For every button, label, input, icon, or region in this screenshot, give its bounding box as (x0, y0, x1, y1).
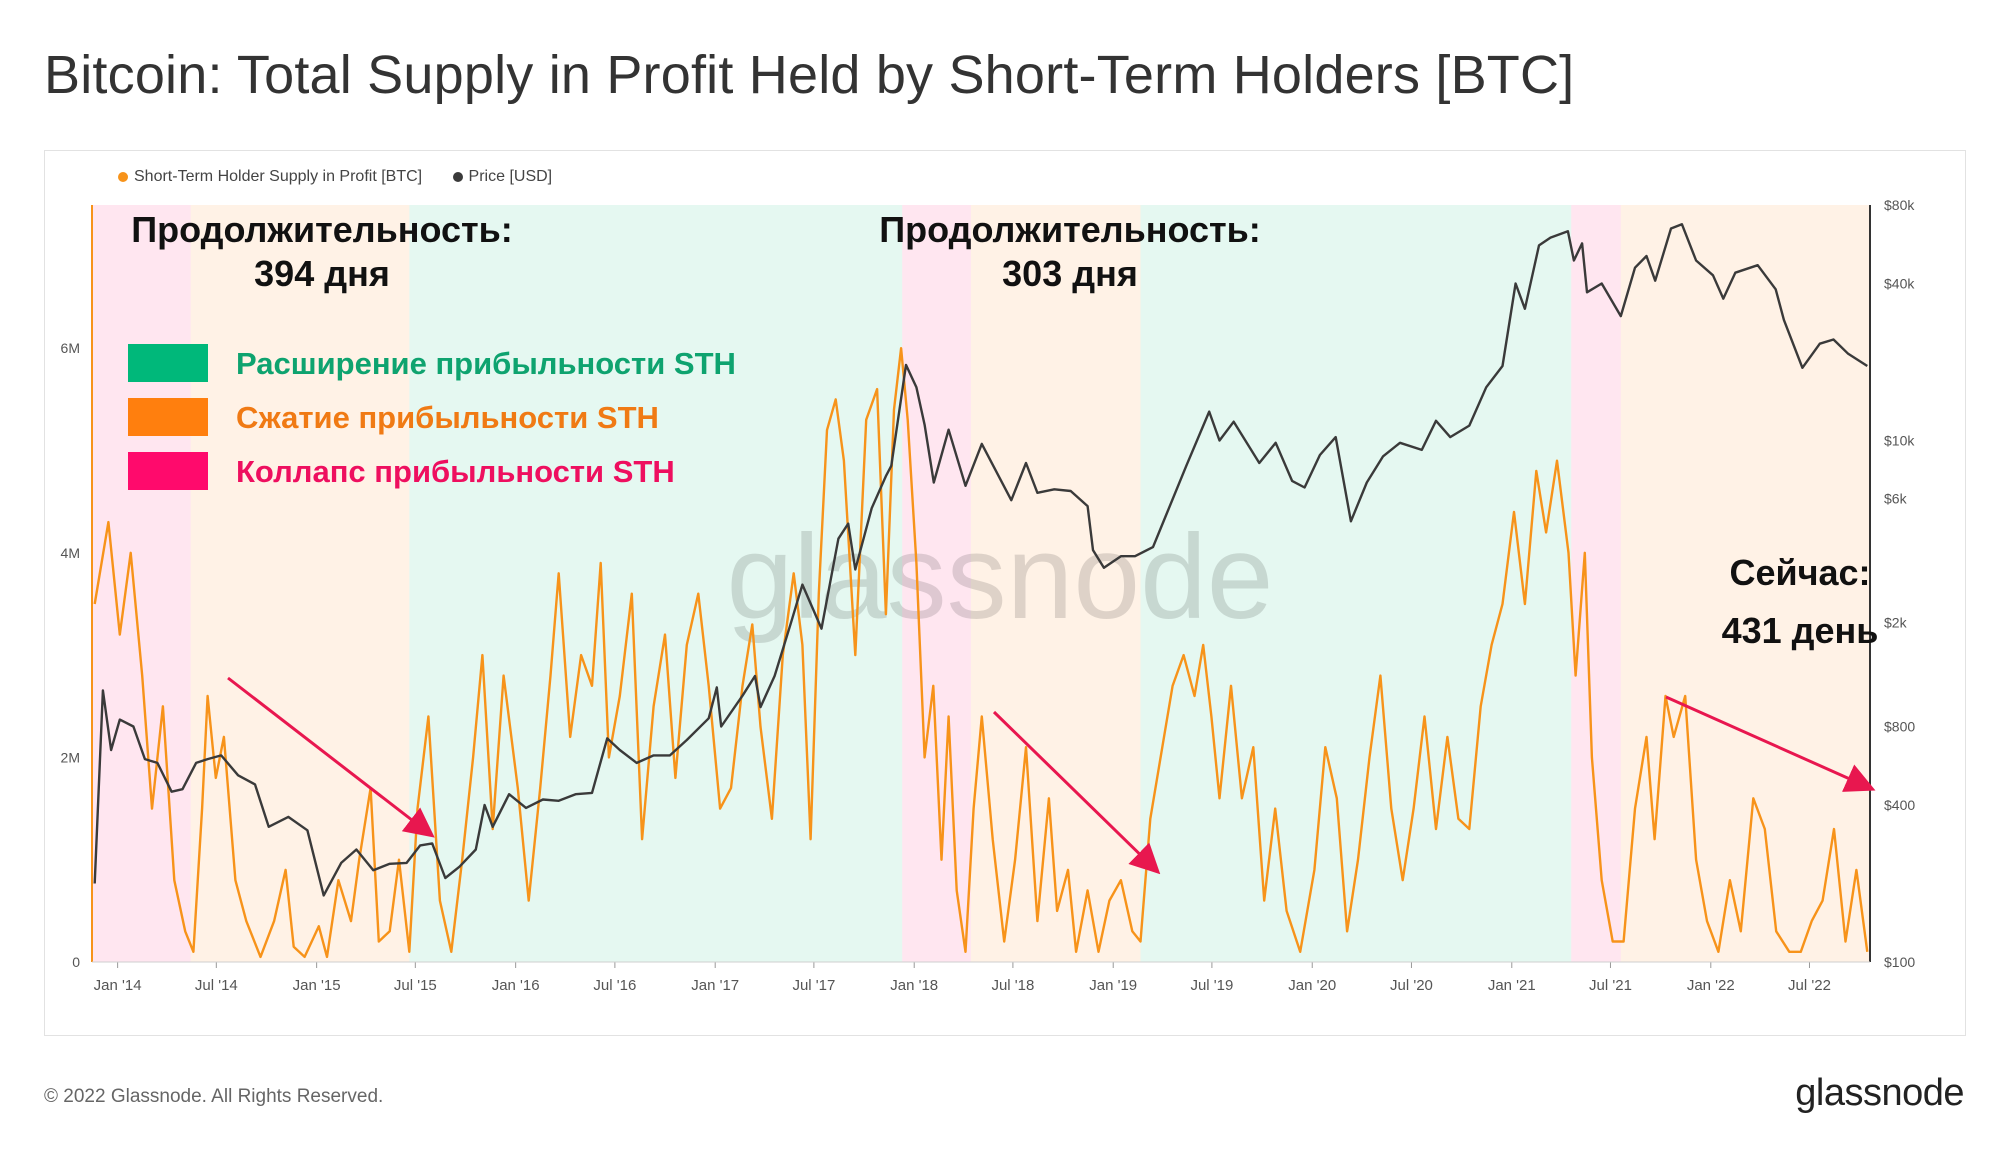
phase-band-contraction (970, 205, 1141, 962)
annotation-duration-1: Продолжительность: 394 дня (122, 208, 522, 296)
phase-band-collapse (1571, 205, 1621, 962)
phase-band-expansion (1140, 205, 1572, 962)
phase-legend-box-expansion (128, 344, 208, 382)
y-left-tick-label: 6M (61, 340, 80, 356)
x-tick-label: Jan '14 (94, 977, 142, 994)
y-right-tick-label: $40k (1884, 275, 1915, 291)
trend-arrow-icon (1665, 695, 1876, 792)
phase-band-contraction (190, 205, 410, 962)
x-tick-label: Jan '15 (293, 977, 341, 994)
chart-legend: Short-Term Holder Supply in Profit [BTC]… (118, 168, 578, 187)
x-tick-label: Jan '22 (1687, 977, 1735, 994)
x-tick-label: Jul '16 (593, 977, 636, 994)
x-tick-label: Jul '17 (792, 977, 835, 994)
page-title: Bitcoin: Total Supply in Profit Held by … (44, 45, 1575, 105)
y-left-tick-label: 4M (61, 545, 80, 561)
legend-label-sth-supply: Short-Term Holder Supply in Profit [BTC] (134, 168, 423, 185)
x-tick-label: Jul '19 (1190, 977, 1233, 994)
legend-label-price: Price [USD] (468, 168, 553, 185)
x-tick-label: Jan '21 (1488, 977, 1536, 994)
x-tick-label: Jan '17 (691, 977, 739, 994)
footer-copyright: © 2022 Glassnode. All Rights Reserved. (44, 1086, 384, 1107)
phase-band-collapse (902, 205, 971, 962)
legend-dot-orange-icon (118, 172, 128, 182)
series-line-price (93, 223, 1868, 897)
phase-legend-label-collapse: Коллапс прибыльности STH (236, 454, 675, 489)
glassnode-logo[interactable]: glassnode (1795, 1072, 1964, 1114)
x-tick-label: Jul '21 (1589, 977, 1632, 994)
series-line-sth-supply (93, 347, 1869, 959)
watermark-text: glassnode (726, 510, 1273, 644)
phase-band-collapse (92, 205, 191, 962)
x-tick-label: Jul '18 (991, 977, 1034, 994)
annotation-now: Сейчас: 431 день (1650, 544, 1950, 660)
annotation-now-value: 431 день (1721, 610, 1879, 651)
trend-arrow-icon (992, 710, 1161, 875)
annotation-duration-2: Продолжительность: 303 дня (870, 208, 1270, 296)
x-tick-label: Jan '16 (492, 977, 540, 994)
annotation-duration-2-title: Продолжительность: (879, 209, 1261, 250)
x-tick-label: Jul '20 (1390, 977, 1433, 994)
x-tick-label: Jan '19 (1089, 977, 1137, 994)
legend-item-sth-supply[interactable]: Short-Term Holder Supply in Profit [BTC] (118, 168, 422, 186)
phase-legend-label-expansion: Расширение прибыльности STH (236, 346, 736, 381)
x-tick-label: Jul '22 (1788, 977, 1831, 994)
annotation-now-title: Сейчас: (1729, 552, 1871, 593)
y-right-tick-label: $800 (1884, 719, 1915, 735)
y-left-tick-label: 0 (72, 954, 80, 970)
y-right-tick-label: $10k (1884, 432, 1915, 448)
chart-panel (44, 150, 1966, 1036)
annotation-duration-1-value: 394 дня (254, 253, 390, 294)
y-right-tick-label: $80k (1884, 197, 1915, 213)
y-right-tick-label: $400 (1884, 797, 1915, 813)
x-tick-label: Jan '20 (1288, 977, 1336, 994)
phase-legend-box-collapse (128, 452, 208, 490)
x-tick-label: Jul '14 (195, 977, 238, 994)
phase-legend-label-contraction: Сжатие прибыльности STH (236, 400, 659, 435)
phase-band-contraction (1620, 205, 1870, 962)
phase-legend-box-contraction (128, 398, 208, 436)
y-right-tick-label: $100 (1884, 954, 1915, 970)
legend-dot-dark-icon (452, 172, 463, 182)
y-right-tick-label: $6k (1884, 490, 1908, 506)
y-left-tick-label: 2M (61, 749, 80, 765)
x-tick-label: Jul '15 (394, 977, 437, 994)
y-right-tick-label: $2k (1884, 615, 1908, 631)
annotation-duration-1-title: Продолжительность: (131, 209, 513, 250)
legend-item-price[interactable]: Price [USD] (452, 168, 553, 186)
trend-arrow-icon (227, 676, 435, 838)
x-tick-label: Jan '18 (890, 977, 938, 994)
annotation-duration-2-value: 303 дня (1002, 253, 1138, 294)
